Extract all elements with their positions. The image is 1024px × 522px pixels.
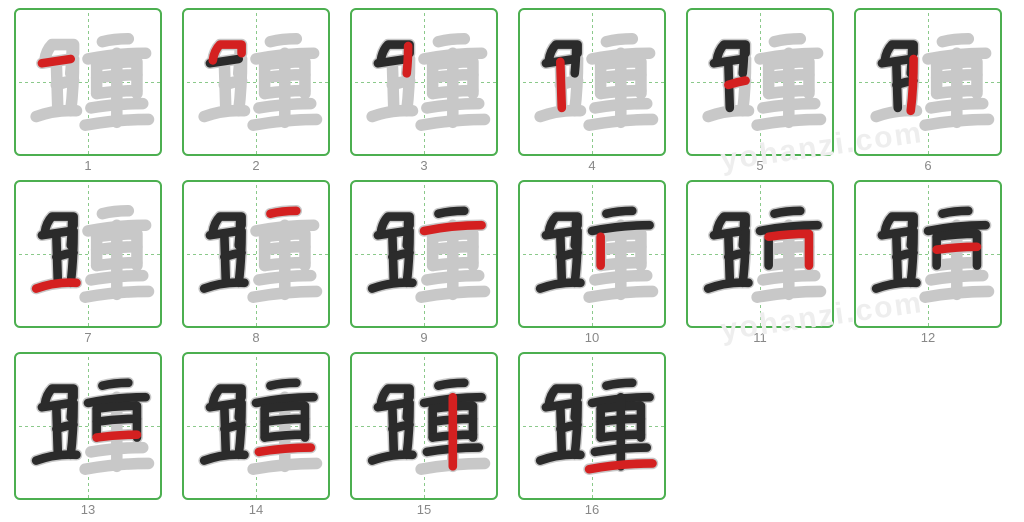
stroke-step: 1 [8,8,168,176]
stroke-cell [350,352,498,500]
character-svg [184,182,328,326]
stroke-cell [14,180,162,328]
step-number: 4 [588,158,595,173]
stroke-cell [686,180,834,328]
stroke-step: 2 [176,8,336,176]
character-svg [352,354,496,498]
step-number: 7 [84,330,91,345]
step-number: 16 [585,502,599,517]
character-svg [688,182,832,326]
step-number: 11 [753,330,767,345]
character-svg [352,10,496,154]
step-number: 13 [81,502,95,517]
step-number: 10 [585,330,599,345]
step-number: 2 [252,158,259,173]
stroke-cell [854,180,1002,328]
stroke-cell [350,8,498,156]
stroke-cell [518,180,666,328]
stroke-step: 10 [512,180,672,348]
stroke-cell [686,8,834,156]
step-number: 5 [756,158,763,173]
stroke-step: 8 [176,180,336,348]
stroke-step: 7 [8,180,168,348]
stroke-step: 6 [848,8,1008,176]
stroke-cell [854,8,1002,156]
stroke-order-grid: 12345678910111213141516 [8,8,1008,520]
step-number: 8 [252,330,259,345]
step-number: 14 [249,502,263,517]
character-svg [184,354,328,498]
character-svg [520,10,664,154]
stroke-cell [518,8,666,156]
stroke-cell [182,352,330,500]
character-svg [856,182,1000,326]
character-svg [184,10,328,154]
stroke-step: 16 [512,352,672,520]
step-number: 6 [924,158,931,173]
stroke-cell [14,8,162,156]
character-svg [16,182,160,326]
stroke-cell [350,180,498,328]
stroke-cell [182,180,330,328]
stroke-step: 4 [512,8,672,176]
stroke-step: 11 [680,180,840,348]
character-svg [520,354,664,498]
character-svg [520,182,664,326]
character-svg [16,10,160,154]
step-number: 9 [420,330,427,345]
step-number: 1 [84,158,91,173]
stroke-step: 9 [344,180,504,348]
step-number: 12 [921,330,935,345]
step-number: 15 [417,502,431,517]
stroke-step: 14 [176,352,336,520]
stroke-step: 5 [680,8,840,176]
character-svg [856,10,1000,154]
character-svg [688,10,832,154]
stroke-cell [182,8,330,156]
stroke-cell [518,352,666,500]
step-number: 3 [420,158,427,173]
stroke-step: 13 [8,352,168,520]
stroke-step: 12 [848,180,1008,348]
character-svg [352,182,496,326]
stroke-step: 3 [344,8,504,176]
character-svg [16,354,160,498]
stroke-step: 15 [344,352,504,520]
stroke-cell [14,352,162,500]
